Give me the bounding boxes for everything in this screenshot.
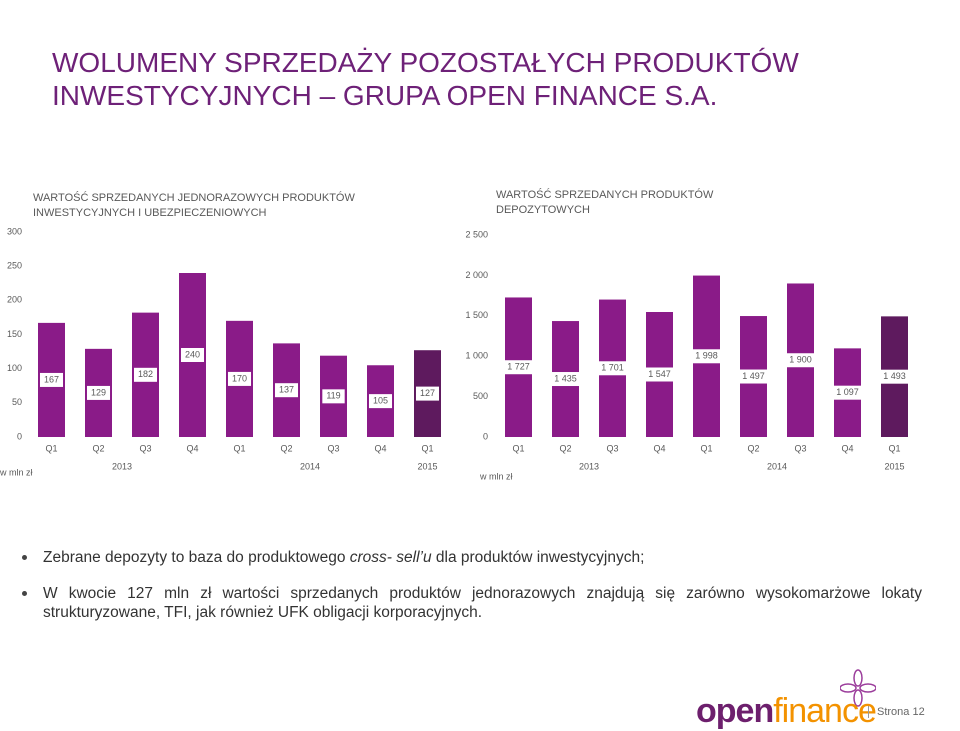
value-label-bg: [415, 386, 440, 401]
y-tick-label: 500: [473, 391, 488, 401]
y-tick-label: 150: [7, 329, 22, 339]
charts: 0 50 100 150 200 250 300 w mln zł Q1 167 Q2 129 Q3 18…: [0, 226, 910, 481]
y-tick-label: 0: [483, 431, 488, 441]
value-label-bg: [597, 361, 628, 376]
y-tick-label: 1 500: [465, 310, 488, 320]
value-label-bg: [832, 385, 863, 400]
value-label-bg: [322, 389, 345, 404]
value-label-bg: [86, 385, 111, 400]
value-label-bg: [227, 371, 252, 386]
bullet-list: Zebrane depozyty to baza do produktowego…: [22, 548, 922, 639]
y-tick-label: 200: [7, 295, 22, 305]
value-label: 105: [373, 396, 388, 406]
value-label: 1 998: [695, 351, 718, 361]
value-label: 240: [185, 349, 200, 359]
value-label-bg: [133, 367, 158, 382]
y-tick-label: 2 000: [465, 270, 488, 280]
bullet-text: W kwocie 127 mln zł wartości sprzedanych…: [43, 585, 927, 621]
value-label: 1 097: [836, 387, 859, 397]
value-label-bg: [39, 372, 64, 387]
y-tick-label: 0: [17, 431, 22, 441]
logo-finance: finance: [773, 692, 877, 730]
value-label: 1 900: [789, 355, 812, 365]
value-label: 1 701: [601, 363, 624, 373]
x-group-label: 2013: [112, 461, 132, 471]
bullet: W kwocie 127 mln zł wartości sprzedanych…: [22, 584, 922, 622]
y-tick-label: 2 500: [465, 229, 488, 239]
value-label: 129: [91, 387, 106, 397]
value-label: 1 727: [507, 362, 530, 372]
x-tick-label: Q3: [139, 443, 151, 453]
x-tick-label: Q1: [233, 443, 245, 453]
value-label-bg: [503, 360, 534, 375]
y-axis-label: w mln zł: [479, 471, 513, 481]
x-tick-label: Q3: [794, 443, 806, 453]
y-axis-label: w mln zł: [0, 467, 33, 477]
value-label: 119: [326, 391, 340, 401]
bullet-text-italic: cross- sell’u: [349, 549, 432, 566]
value-label: 127: [420, 388, 435, 398]
value-label-bg: [738, 369, 769, 384]
x-tick-label: Q4: [653, 443, 665, 453]
value-label: 137: [279, 385, 294, 395]
x-tick-label: Q1: [512, 443, 524, 453]
x-tick-label: Q4: [374, 443, 386, 453]
logo-open: open: [696, 692, 774, 730]
value-label-bg: [785, 353, 816, 368]
y-tick-label: 1 000: [465, 351, 488, 361]
value-label: 1 547: [648, 369, 671, 379]
value-label: 170: [232, 373, 247, 383]
value-label-bg: [879, 369, 910, 384]
logo: openfinance: [696, 692, 877, 731]
y-tick-label: 250: [7, 261, 22, 271]
page-number: Strona 12: [868, 706, 925, 718]
chart-title: WARTOŚĆ SPRZEDANYCH PRODUKTÓW DEPOZYTOWY…: [496, 189, 714, 216]
x-tick-label: Q1: [700, 443, 712, 453]
value-label-bg: [644, 367, 675, 382]
x-group-label: 2015: [417, 461, 437, 471]
value-label: 1 497: [742, 371, 765, 381]
x-tick-label: Q4: [841, 443, 853, 453]
x-group-label: 2014: [767, 461, 787, 471]
x-group-label: 2014: [300, 461, 320, 471]
value-label-bg: [691, 349, 722, 364]
x-tick-label: Q4: [186, 443, 198, 453]
bullet-text: dla produktów inwestycyjnych;: [431, 549, 645, 566]
x-group-label: 2015: [884, 461, 904, 471]
x-tick-label: Q1: [45, 443, 57, 453]
y-tick-label: 100: [7, 363, 22, 373]
value-label-bg: [550, 372, 581, 387]
bullet: Zebrane depozyty to baza do produktowego…: [22, 548, 922, 567]
x-tick-label: Q1: [421, 443, 433, 453]
value-label: 1 435: [554, 373, 577, 383]
value-label: 167: [44, 374, 59, 384]
x-tick-label: Q2: [559, 443, 571, 453]
chart-title: WARTOŚĆ SPRZEDANYCH JEDNORAZOWYCH PRODUK…: [33, 192, 355, 219]
value-label: 182: [138, 369, 153, 379]
x-tick-label: Q2: [92, 443, 104, 453]
x-tick-label: Q3: [327, 443, 339, 453]
x-tick-label: Q2: [280, 443, 292, 453]
x-group-label: 2013: [579, 461, 599, 471]
value-label-bg: [274, 383, 299, 398]
value-label: 1 493: [883, 371, 906, 381]
x-tick-label: Q1: [888, 443, 900, 453]
logo-flower: [840, 669, 876, 707]
y-tick-label: 50: [12, 397, 22, 407]
y-tick-label: 300: [7, 226, 22, 236]
value-label-bg: [368, 394, 393, 409]
value-label-bg: [180, 348, 205, 362]
x-tick-label: Q3: [606, 443, 618, 453]
bullet-text: Zebrane depozyty to baza do produktowego: [43, 549, 350, 566]
slide-title: WOLUMENY SPRZEDAŻY POZOSTAŁYCH PRODUKTÓW…: [52, 47, 799, 111]
x-tick-label: Q2: [747, 443, 759, 453]
